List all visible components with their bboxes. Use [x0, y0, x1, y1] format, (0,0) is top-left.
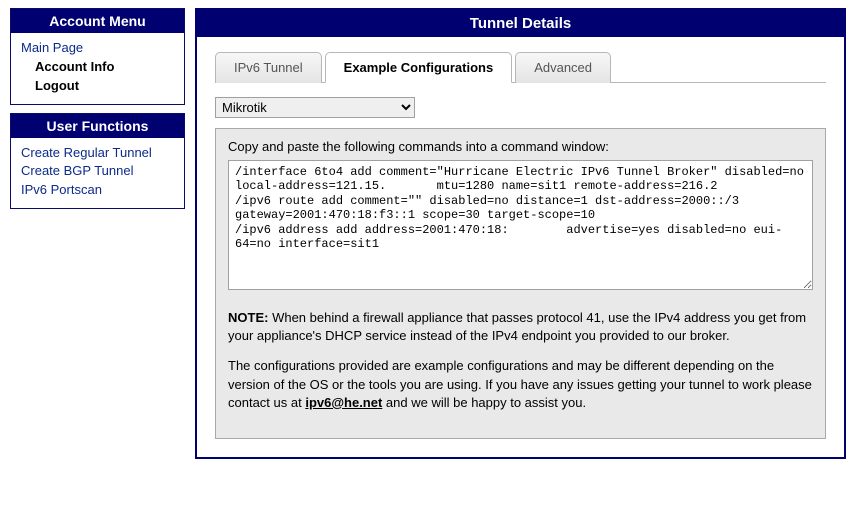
config-box: Copy and paste the following commands in… — [215, 128, 826, 439]
account-menu-title: Account Menu — [11, 9, 184, 33]
note-text-2b: and we will be happy to assist you. — [382, 395, 586, 410]
contact-email-link[interactable]: ipv6@he.net — [305, 395, 382, 410]
account-menu-panel: Account Menu Main Page Account Info Logo… — [10, 8, 185, 105]
tunnel-details-title: Tunnel Details — [197, 10, 844, 37]
config-caption: Copy and paste the following commands in… — [228, 139, 813, 154]
ipv6-portscan-link[interactable]: IPv6 Portscan — [21, 181, 174, 200]
account-info-link[interactable]: Account Info — [21, 58, 174, 77]
create-regular-tunnel-link[interactable]: Create Regular Tunnel — [21, 144, 174, 163]
note-text-1: When behind a firewall appliance that pa… — [228, 310, 806, 343]
note-label: NOTE: — [228, 310, 268, 325]
main-page-link[interactable]: Main Page — [21, 39, 174, 58]
os-select[interactable]: Mikrotik — [215, 97, 415, 118]
config-commands-textarea[interactable] — [228, 160, 813, 290]
tab-advanced[interactable]: Advanced — [515, 52, 611, 83]
tab-bar: IPv6 Tunnel Example Configurations Advan… — [215, 51, 826, 83]
tab-ipv6-tunnel[interactable]: IPv6 Tunnel — [215, 52, 322, 83]
user-functions-title: User Functions — [11, 114, 184, 138]
user-functions-panel: User Functions Create Regular Tunnel Cre… — [10, 113, 185, 210]
tab-example-configurations[interactable]: Example Configurations — [325, 52, 513, 83]
tunnel-details-panel: Tunnel Details IPv6 Tunnel Example Confi… — [195, 8, 846, 459]
create-bgp-tunnel-link[interactable]: Create BGP Tunnel — [21, 162, 174, 181]
logout-link[interactable]: Logout — [21, 77, 174, 96]
note-block: NOTE: When behind a firewall appliance t… — [228, 309, 813, 412]
